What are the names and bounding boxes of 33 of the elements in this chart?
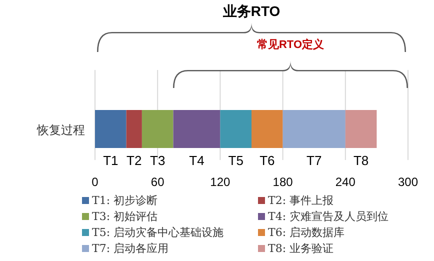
legend-label: T3: 初始评估 (92, 210, 158, 223)
annotation: T6 (260, 153, 275, 168)
x-tick-label: 300 (398, 175, 418, 189)
bar (345, 110, 377, 148)
bar (126, 110, 142, 148)
bar (142, 110, 174, 148)
bar (252, 110, 283, 148)
annotation: T8 (353, 153, 369, 168)
legend-label: T6: 启动数据库 (268, 226, 345, 239)
annotation: T4 (189, 153, 204, 168)
text: 业务RTO (222, 3, 280, 19)
legend-label: T2: 事件上报 (268, 194, 334, 207)
x-tick-label: 180 (272, 175, 294, 189)
bar (220, 110, 252, 148)
x-tick-label: 120 (210, 175, 231, 189)
legend-label: T8: 业务验证 (268, 242, 334, 255)
legend-label: T1: 初步诊断 (92, 194, 158, 207)
annotation: T7 (306, 153, 322, 168)
legend-label: T7: 启动各应用 (92, 242, 169, 255)
bar (282, 110, 346, 148)
legend-label: T5: 启动灾备中心基础设施 (92, 226, 224, 239)
annotation: T5 (228, 153, 244, 168)
x-tick-label: 0 (92, 175, 99, 189)
x-tick-label: 60 (150, 175, 165, 189)
bar (173, 110, 220, 148)
annotation: T3 (150, 153, 166, 168)
annotation: T1 (103, 153, 118, 168)
x-tick-label: 240 (335, 175, 356, 189)
bar (95, 110, 126, 148)
text: 常见RTO定义 (256, 38, 326, 51)
legend-label: T4: 灾难宣告及人员到位 (268, 210, 389, 223)
y-tick-label: 恢复过程 (36, 123, 85, 137)
annotation: T2 (126, 153, 142, 168)
